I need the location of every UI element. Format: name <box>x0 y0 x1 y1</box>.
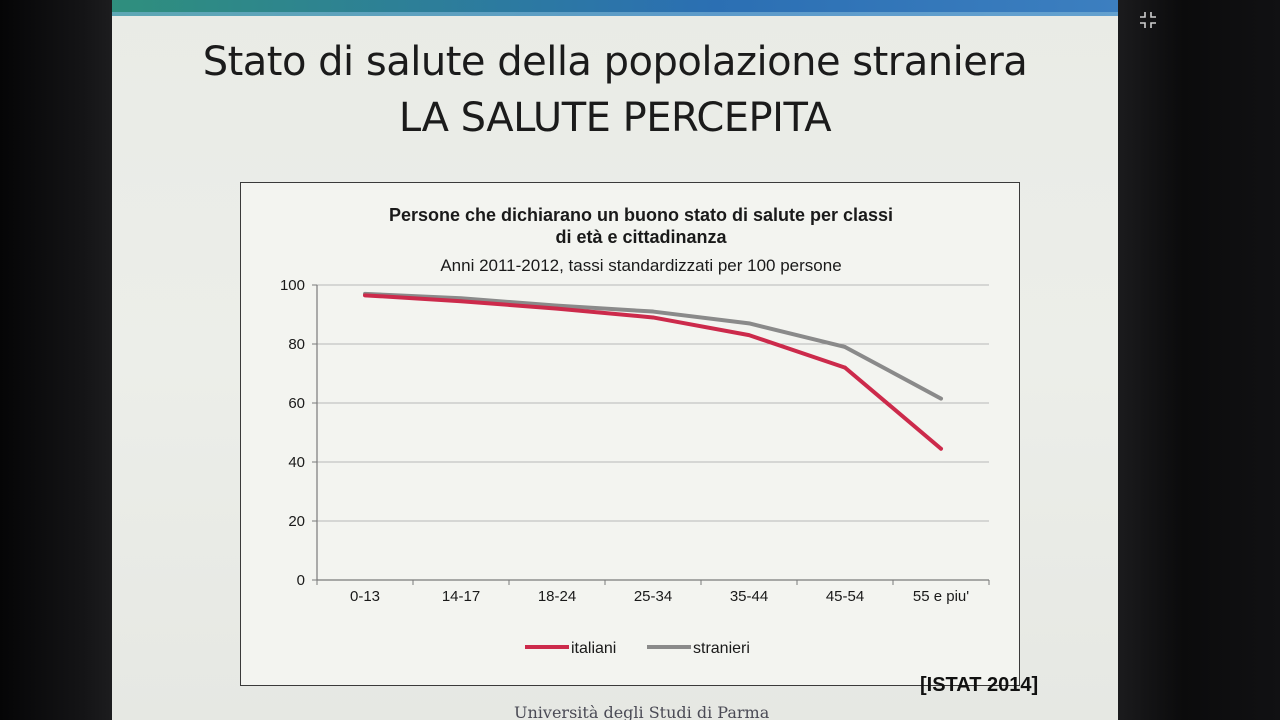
y-tick-label: 40 <box>288 454 305 471</box>
chart-title-line: di età e cittadinanza <box>555 227 727 247</box>
right-bezel <box>1118 0 1280 720</box>
data-point-italiani <box>555 306 559 311</box>
chart-frame: Persone che dichiarano un buono stato di… <box>240 182 1020 686</box>
x-tick-label: 35-44 <box>730 588 768 605</box>
x-tick-label: 55 e piu' <box>913 588 969 605</box>
source-citation: [ISTAT 2014] <box>920 674 1039 696</box>
chart-subtitle: Anni 2011-2012, tassi standardizzati per… <box>440 256 841 275</box>
left-bezel <box>0 0 118 720</box>
presentation-slide: Stato di salute della popolazione strani… <box>112 0 1118 720</box>
line-chart: Persone che dichiarano un buono stato di… <box>280 205 990 657</box>
data-point-italiani <box>363 293 367 298</box>
slide-header-bar <box>112 0 1118 16</box>
data-point-italiani <box>651 315 655 320</box>
data-point-stranieri <box>939 396 943 401</box>
y-tick-label: 60 <box>288 395 305 412</box>
slide-title: Stato di salute della popolazione strani… <box>112 34 1118 146</box>
slide-title-line1: Stato di salute della popolazione strani… <box>202 39 1028 85</box>
data-point-italiani <box>939 446 943 451</box>
x-tick-label: 45-54 <box>826 588 864 605</box>
data-point-stranieri <box>843 345 847 349</box>
data-point-stranieri <box>747 321 751 326</box>
exit-fullscreen-icon[interactable] <box>1138 10 1158 30</box>
x-tick-label: 18-24 <box>538 588 576 605</box>
x-tick-label: 14-17 <box>442 588 480 605</box>
data-point-italiani <box>459 299 463 304</box>
y-tick-label: 80 <box>288 336 305 353</box>
chart-title-line: Persone che dichiarano un buono stato di… <box>389 205 893 225</box>
data-point-italiani <box>747 333 751 337</box>
y-tick-label: 0 <box>297 572 305 589</box>
slide-footer: Università degli Studi di Parma <box>514 703 770 720</box>
y-tick-label: 100 <box>280 277 305 294</box>
legend-label-stranieri: stranieri <box>693 640 750 657</box>
series-line-stranieri <box>363 291 943 401</box>
x-tick-label: 0-13 <box>350 588 380 605</box>
data-point-stranieri <box>651 309 655 314</box>
legend-label-italiani: italiani <box>571 640 616 657</box>
x-tick-label: 25-34 <box>634 588 672 605</box>
data-point-italiani <box>843 365 847 370</box>
y-tick-label: 20 <box>288 513 305 530</box>
slide-title-line2: LA SALUTE PERCEPITA <box>398 95 832 141</box>
